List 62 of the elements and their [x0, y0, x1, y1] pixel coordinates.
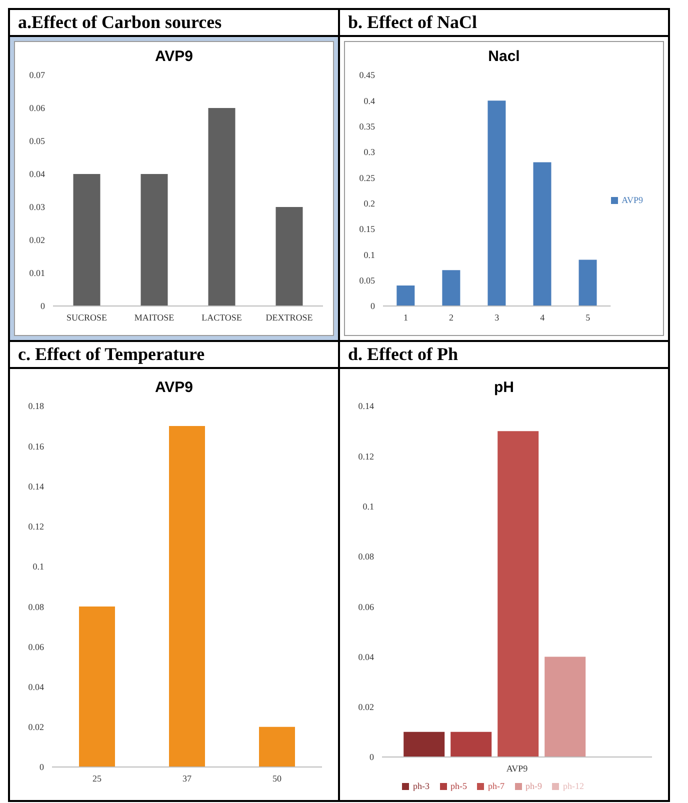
y-tick-label: 0.12: [28, 522, 44, 532]
y-tick-label: 0.07: [29, 70, 46, 80]
y-tick-label: 0.02: [28, 722, 44, 732]
legend-label: AVP9: [622, 195, 643, 205]
y-tick-label: 0.06: [29, 103, 46, 114]
y-tick-label: 0.18: [28, 401, 44, 412]
chart-subtitle: Nacl: [487, 47, 521, 65]
y-tick-label: 0.1: [32, 562, 44, 572]
y-tick-label: 0: [370, 752, 374, 762]
y-tick-label: 0: [40, 301, 46, 312]
legend-label: ph-9: [526, 781, 542, 791]
x-tick-label: 2: [449, 312, 454, 322]
chart-title: d. Effect of Ph: [340, 342, 668, 369]
y-tick-label: 0.1: [364, 250, 375, 260]
y-tick-label: 0.05: [29, 136, 46, 146]
y-tick-label: 0.25: [359, 172, 376, 183]
y-tick-label: 0.35: [359, 122, 376, 132]
chart-title: b. Effect of NaCl: [340, 10, 668, 37]
y-tick-label: 0.06: [28, 642, 44, 652]
y-tick-label: 0.14: [28, 481, 44, 492]
y-tick-label: 0: [40, 762, 44, 772]
y-tick-label: 0.06: [358, 602, 374, 612]
y-tick-label: 0: [370, 301, 376, 312]
y-tick-label: 0.04: [358, 652, 374, 662]
y-tick-label: 0.01: [29, 268, 45, 278]
y-tick-label: 0.04: [29, 169, 46, 180]
chart-title: c. Effect of Temperature: [10, 342, 338, 369]
y-tick-label: 0.08: [28, 602, 44, 612]
x-tick-label: DEXTROSE: [266, 312, 314, 322]
x-tick-label: 50: [272, 773, 282, 784]
x-tick-label: MAITOSE: [134, 312, 175, 322]
y-tick-label: 0.15: [359, 224, 376, 234]
legend-label: ph-7: [488, 781, 504, 791]
y-tick-label: 0.04: [28, 682, 44, 692]
y-tick-label: 0.4: [364, 96, 376, 106]
chart-subtitle: AVP9: [154, 47, 194, 65]
y-tick-label: 0.2: [364, 198, 375, 209]
legend-label: ph-5: [450, 781, 467, 791]
y-tick-label: 0.16: [28, 441, 44, 452]
legend-label: ph-12: [563, 781, 584, 791]
x-tick-label: 1: [404, 312, 408, 322]
y-tick-label: 0.05: [359, 276, 376, 286]
y-tick-label: 0.14: [358, 401, 374, 412]
y-tick-label: 0.02: [358, 702, 374, 712]
x-tick-label: 25: [92, 773, 102, 784]
x-tick-label: 5: [586, 312, 591, 322]
y-tick-label: 0.08: [358, 552, 374, 562]
chart-subtitle: AVP9: [154, 378, 194, 396]
x-tick-label: 3: [494, 312, 500, 322]
chart-title: a.Effect of Carbon sources: [10, 10, 338, 37]
chart-subtitle: pH: [493, 378, 515, 396]
y-tick-label: 0.12: [358, 451, 374, 462]
y-tick-label: 0.3: [364, 147, 376, 158]
y-tick-label: 0.1: [362, 501, 374, 512]
y-tick-label: 0.03: [29, 202, 46, 212]
x-tick-label: LACTOSE: [202, 312, 242, 322]
y-tick-label: 0.02: [29, 235, 45, 246]
x-tick-label: SUCROSE: [66, 312, 108, 322]
legend-label: ph-3: [413, 781, 430, 791]
y-tick-label: 0.45: [359, 70, 376, 80]
x-tick-label: 37: [182, 773, 192, 784]
x-tick-label: 4: [540, 312, 546, 322]
